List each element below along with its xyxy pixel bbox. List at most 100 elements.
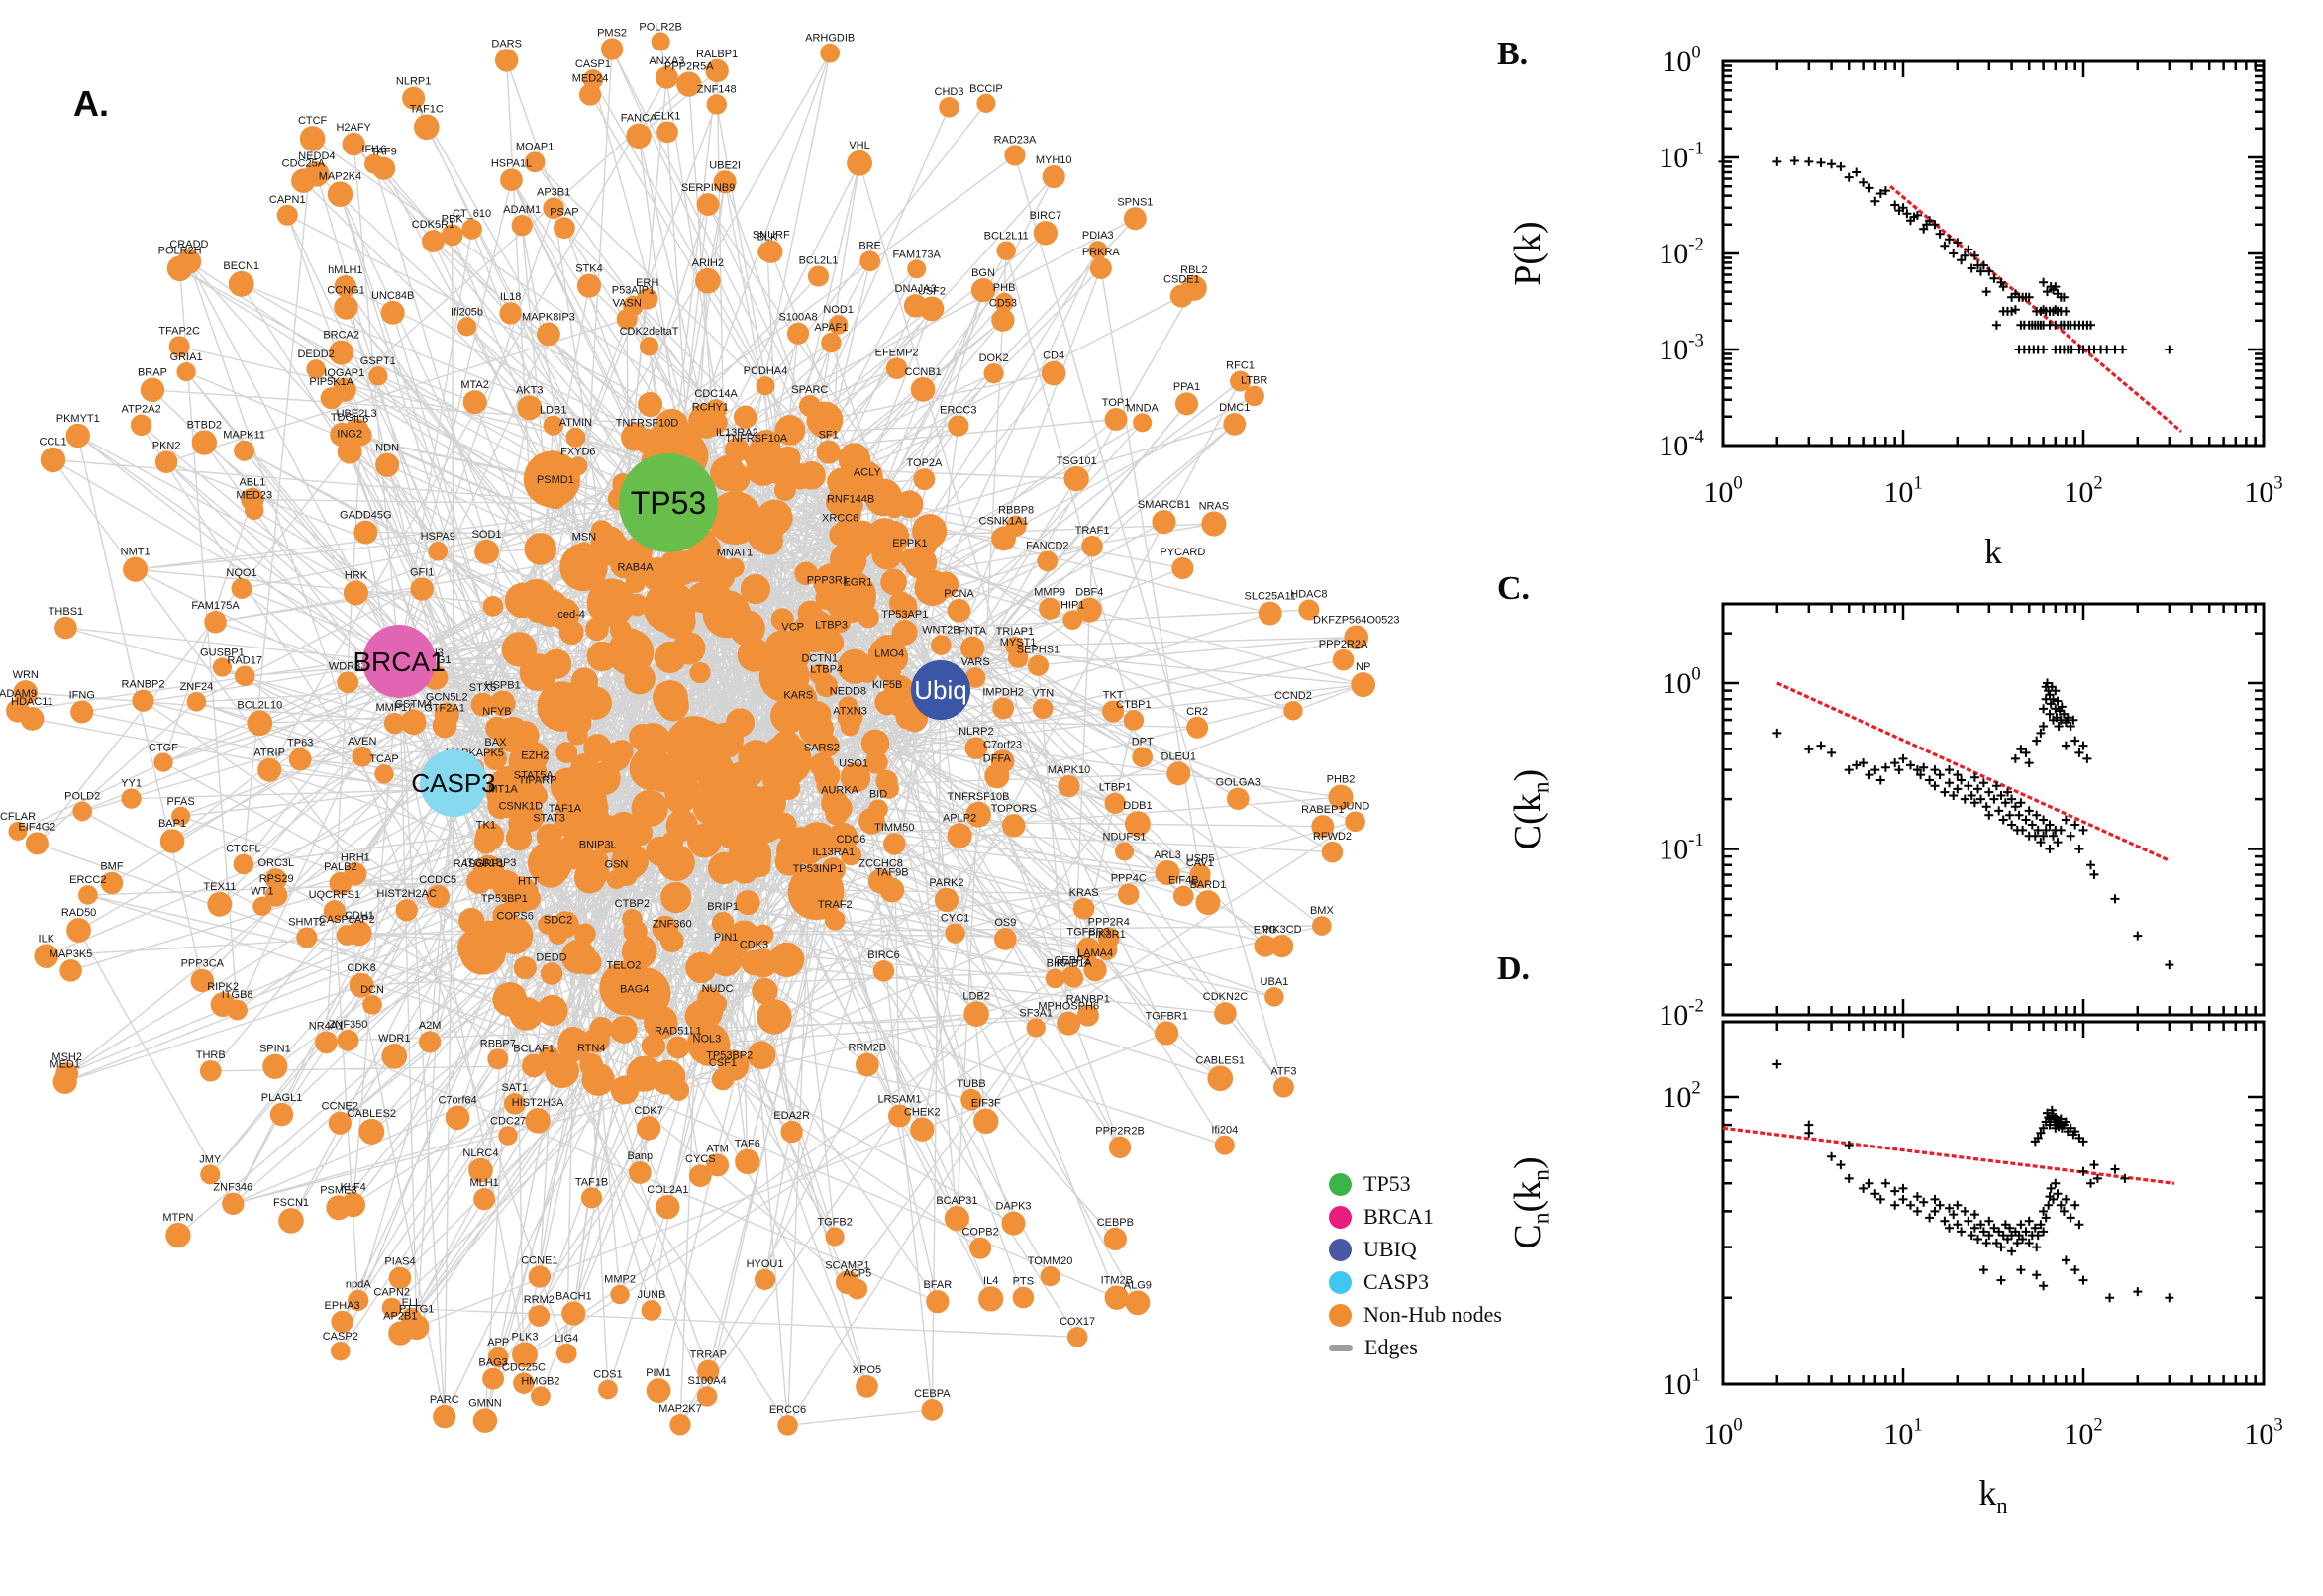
- network-node[interactable]: [212, 657, 233, 677]
- network-node[interactable]: [1088, 241, 1108, 260]
- network-node[interactable]: [154, 450, 178, 474]
- network-node[interactable]: [926, 1289, 950, 1314]
- network-node[interactable]: [66, 918, 91, 943]
- network-node[interactable]: [733, 405, 758, 429]
- network-node[interactable]: [419, 1031, 442, 1053]
- network-node[interactable]: [776, 446, 801, 470]
- network-node[interactable]: [586, 641, 618, 672]
- network-node[interactable]: [1174, 392, 1199, 416]
- network-node[interactable]: [626, 123, 652, 150]
- network-node[interactable]: [706, 94, 727, 115]
- network-node[interactable]: [880, 642, 904, 664]
- network-node[interactable]: [625, 572, 646, 593]
- network-node[interactable]: [1108, 1136, 1132, 1158]
- network-node[interactable]: [426, 884, 451, 909]
- network-node[interactable]: [362, 994, 382, 1015]
- network-node[interactable]: [1223, 412, 1247, 436]
- network-node[interactable]: [186, 692, 207, 712]
- network-node[interactable]: [856, 477, 879, 501]
- network-node[interactable]: [70, 700, 94, 724]
- network-node[interactable]: [1076, 597, 1102, 623]
- network-node[interactable]: [78, 885, 98, 905]
- network-node[interactable]: [329, 340, 354, 365]
- network-node[interactable]: [1001, 814, 1026, 838]
- network-node[interactable]: [1123, 207, 1147, 231]
- network-node[interactable]: [910, 376, 936, 402]
- network-node[interactable]: [1076, 1004, 1099, 1027]
- network-node[interactable]: [368, 366, 388, 386]
- network-node[interactable]: [1201, 511, 1227, 537]
- network-node[interactable]: [1057, 1011, 1081, 1036]
- network-node[interactable]: [807, 874, 829, 895]
- network-node[interactable]: [264, 868, 287, 891]
- network-node[interactable]: [1172, 885, 1194, 907]
- network-node[interactable]: [774, 415, 806, 446]
- network-node[interactable]: [1066, 1327, 1088, 1347]
- network-node[interactable]: [1169, 284, 1193, 308]
- network-node[interactable]: [228, 270, 254, 297]
- network-node[interactable]: [880, 568, 907, 596]
- network-node[interactable]: [600, 38, 624, 60]
- network-node[interactable]: [883, 833, 906, 855]
- network-node[interactable]: [388, 1266, 412, 1290]
- network-node[interactable]: [140, 377, 165, 403]
- network-node[interactable]: [828, 315, 849, 335]
- network-node[interactable]: [646, 1378, 671, 1403]
- network-node[interactable]: [829, 523, 852, 547]
- network-node[interactable]: [1195, 890, 1221, 916]
- network-node[interactable]: [334, 275, 356, 298]
- network-node[interactable]: [402, 86, 426, 110]
- network-node[interactable]: [978, 1286, 1004, 1312]
- network-node[interactable]: [689, 661, 711, 684]
- network-node[interactable]: [6, 698, 30, 723]
- network-node[interactable]: [400, 709, 427, 736]
- network-node[interactable]: [530, 1386, 551, 1407]
- network-node[interactable]: [348, 1289, 369, 1311]
- network-node[interactable]: [1089, 256, 1112, 279]
- network-node[interactable]: [121, 788, 142, 809]
- network-node[interactable]: [199, 1059, 222, 1082]
- network-node[interactable]: [744, 444, 769, 469]
- network-node[interactable]: [586, 849, 609, 872]
- network-node[interactable]: [708, 851, 741, 885]
- network-node[interactable]: [741, 949, 767, 976]
- network-node[interactable]: [705, 58, 729, 83]
- network-node[interactable]: [653, 679, 688, 716]
- network-node[interactable]: [1081, 535, 1103, 557]
- network-node[interactable]: [996, 241, 1016, 260]
- hub-node-tp53[interactable]: [619, 453, 718, 552]
- network-node[interactable]: [559, 543, 608, 592]
- network-node[interactable]: [1189, 863, 1211, 885]
- network-node[interactable]: [991, 526, 1016, 551]
- network-node[interactable]: [320, 387, 343, 410]
- network-node[interactable]: [960, 1088, 982, 1111]
- network-node[interactable]: [944, 1206, 970, 1232]
- network-node[interactable]: [1037, 550, 1059, 572]
- network-node[interactable]: [1332, 648, 1355, 671]
- network-node[interactable]: [824, 909, 846, 931]
- network-node[interactable]: [725, 557, 745, 578]
- network-node[interactable]: [586, 578, 636, 628]
- network-node[interactable]: [171, 806, 191, 826]
- network-node[interactable]: [576, 273, 602, 298]
- network-node[interactable]: [1311, 815, 1335, 839]
- network-node[interactable]: [964, 667, 986, 688]
- network-node[interactable]: [707, 722, 745, 759]
- network-node[interactable]: [991, 308, 1015, 332]
- network-node[interactable]: [100, 871, 124, 895]
- network-node[interactable]: [168, 336, 190, 357]
- network-node[interactable]: [558, 1026, 588, 1056]
- network-node[interactable]: [859, 250, 881, 272]
- network-node[interactable]: [492, 794, 514, 815]
- network-node[interactable]: [885, 357, 908, 379]
- network-node[interactable]: [856, 1374, 878, 1398]
- network-node[interactable]: [473, 830, 498, 854]
- network-node[interactable]: [621, 934, 657, 969]
- network-node[interactable]: [1026, 1018, 1046, 1038]
- network-node[interactable]: [1272, 1076, 1294, 1098]
- network-node[interactable]: [711, 912, 735, 935]
- network-node[interactable]: [737, 638, 772, 672]
- network-node[interactable]: [624, 994, 646, 1016]
- network-node[interactable]: [1155, 1021, 1179, 1046]
- network-node[interactable]: [1040, 1265, 1060, 1287]
